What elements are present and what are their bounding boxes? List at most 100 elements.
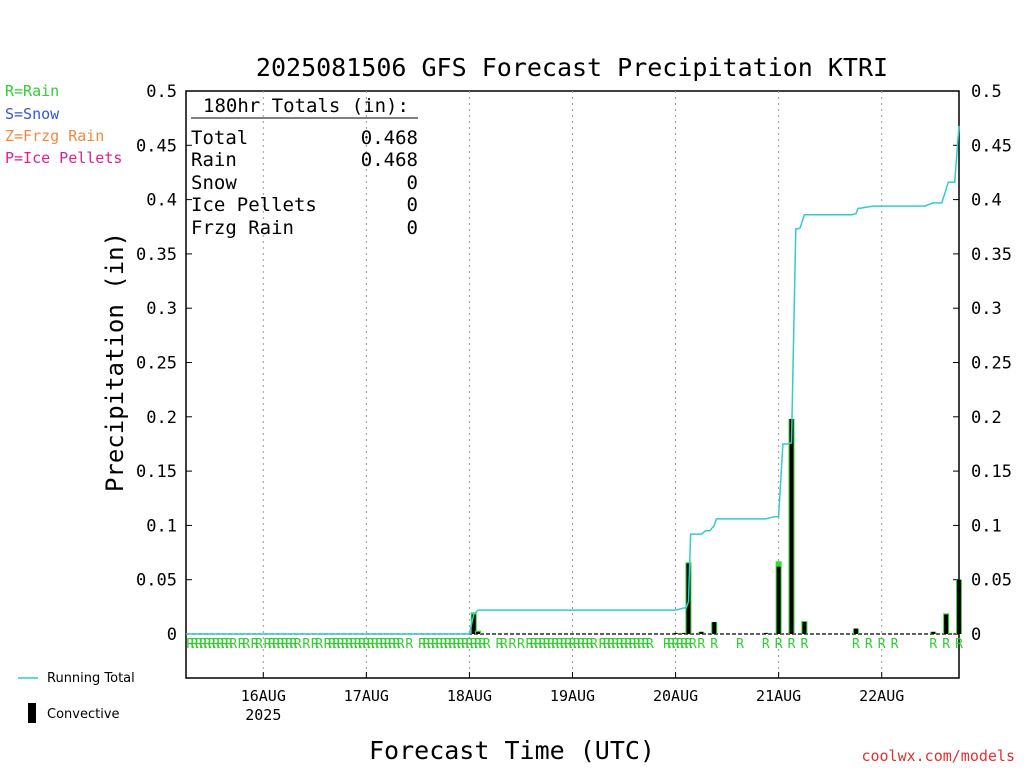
rain-type-marker: R <box>367 637 375 652</box>
convective-bar <box>931 631 936 634</box>
y-tick-label-left: 0.4 <box>146 191 177 211</box>
running-total-series <box>186 125 960 635</box>
rain-type-marker: R <box>680 637 688 652</box>
y-tick-label-left: 0.3 <box>146 299 177 319</box>
rain-type-marker: R <box>221 637 229 652</box>
rain-type-marker: R <box>929 637 937 652</box>
totals-label-snow: Snow <box>191 172 237 194</box>
rain-type-marker: R <box>328 637 336 652</box>
rain-type-marker: R <box>461 637 469 652</box>
rain-type-marker: R <box>551 637 559 652</box>
totals-value-rain: 0.468 <box>361 149 418 171</box>
rain-type-marker: R <box>358 637 366 652</box>
rain-type-marker: R <box>457 637 465 652</box>
rain-type-marker: R <box>736 637 744 652</box>
y-tick-label-left: 0.15 <box>136 462 177 482</box>
convective-bar <box>471 614 476 634</box>
x-tick-label: 22AUG <box>859 687 904 705</box>
rain-type-marker: R <box>508 637 516 652</box>
chart-title: 2025081506 GFS Forecast Precipitation KT… <box>256 53 888 82</box>
convective-bar <box>476 631 481 634</box>
y-tick-label-left: 0.5 <box>146 82 177 102</box>
rain-type-marker: R <box>788 637 796 652</box>
y-tick-label-left: 0.05 <box>136 571 177 591</box>
rain-type-marker: R <box>560 637 568 652</box>
rain-type-marker: R <box>942 637 950 652</box>
y-tick-label-right: 0.4 <box>971 191 1002 211</box>
rain-type-marker: R <box>418 637 426 652</box>
y-tick-label-right: 0.25 <box>971 354 1012 374</box>
rain-type-marker: R <box>272 637 280 652</box>
rain-type-marker: R <box>435 637 443 652</box>
rain-type-marker: R <box>667 637 675 652</box>
rain-type-marker: R <box>629 637 637 652</box>
convective-bar <box>763 632 768 634</box>
rain-type-marker: R <box>332 637 340 652</box>
y-tick-label-right: 0.05 <box>971 571 1012 591</box>
y-axis-right: 0 0.05 0.1 0.15 0.2 0.25 0.3 0.35 0.4 0.45 0.5 <box>953 82 1012 645</box>
y-tick-label-right: 0 <box>971 625 981 645</box>
y-tick-label-left: 0 <box>167 625 177 645</box>
rain-type-marker: R <box>543 637 551 652</box>
rain-type-marker: R <box>294 637 302 652</box>
totals-value-snow: 0 <box>407 172 418 194</box>
rain-type-marker: R <box>616 637 624 652</box>
rain-type-marker: R <box>264 637 272 652</box>
x-tick-sublabel: 2025 <box>245 706 281 724</box>
site-credit: coolwx.com/models <box>861 747 1015 765</box>
rain-type-marker: R <box>637 637 645 652</box>
rain-type-marker: R <box>423 637 431 652</box>
x-tick-label: 16AUG <box>241 687 286 705</box>
rain-type-marker: R <box>431 637 439 652</box>
rain-type-marker: R <box>526 637 534 652</box>
rain-type-marker: R <box>199 637 207 652</box>
y-tick-label-left: 0.1 <box>146 516 177 536</box>
y-tick-label-right: 0.15 <box>971 462 1012 482</box>
rain-type-marker: R <box>569 637 577 652</box>
rain-type-marker: R <box>955 637 963 652</box>
x-axis-title: Forecast Time (UTC) <box>369 736 655 765</box>
rain-type-marker: R <box>517 637 525 652</box>
rain-type-marker: R <box>547 637 555 652</box>
rain-type-marker: R <box>384 637 392 652</box>
rain-type-marker: R <box>268 637 276 652</box>
y-tick-label-right: 0.35 <box>971 245 1012 265</box>
rain-type-marker: R <box>633 637 641 652</box>
legend-ice-pellets: P=Ice Pellets <box>5 149 122 167</box>
totals-header: 180hr Totals (in): <box>203 95 409 117</box>
rain-type-marker: R <box>530 637 538 652</box>
rain-type-marker: R <box>620 637 628 652</box>
x-tick-label: 18AUG <box>447 687 492 705</box>
convective-bar <box>853 628 858 634</box>
rain-type-marker: R <box>478 637 486 652</box>
rain-type-marker: R <box>311 637 319 652</box>
rain-type-marker: R <box>238 637 246 652</box>
x-tick-label: 19AUG <box>550 687 595 705</box>
rain-type-marker: R <box>242 637 250 652</box>
rain-type-marker: R <box>341 637 349 652</box>
rain-type-marker: R <box>852 637 860 652</box>
convective-bar <box>712 622 717 634</box>
precip-type-legend: R=Rain S=Snow Z=Frzg Rain P=Ice Pellets <box>5 82 122 167</box>
x-tick-label: 21AUG <box>756 687 801 705</box>
rain-type-marker: R <box>229 637 237 652</box>
convective-legend-swatch <box>28 703 36 723</box>
rain-type-marker: R <box>427 637 435 652</box>
rain-type-marker: R <box>255 637 263 652</box>
convective-bar <box>789 418 794 634</box>
rain-type-marker: R <box>225 637 233 652</box>
rain-type-marker: R <box>345 637 353 652</box>
rain-type-marker: R <box>642 637 650 652</box>
rain-type-marker: R <box>685 637 693 652</box>
rain-type-marker: R <box>556 637 564 652</box>
rain-type-marker: R <box>581 637 589 652</box>
rain-type-marker: R <box>191 637 199 652</box>
totals-value-total: 0.468 <box>361 127 418 149</box>
rain-type-marker: R <box>800 637 808 652</box>
rain-type-marker: R <box>539 637 547 652</box>
rain-type-marker: R <box>350 637 358 652</box>
rain-type-marker: R <box>208 637 216 652</box>
rain-type-marker: R <box>277 637 285 652</box>
